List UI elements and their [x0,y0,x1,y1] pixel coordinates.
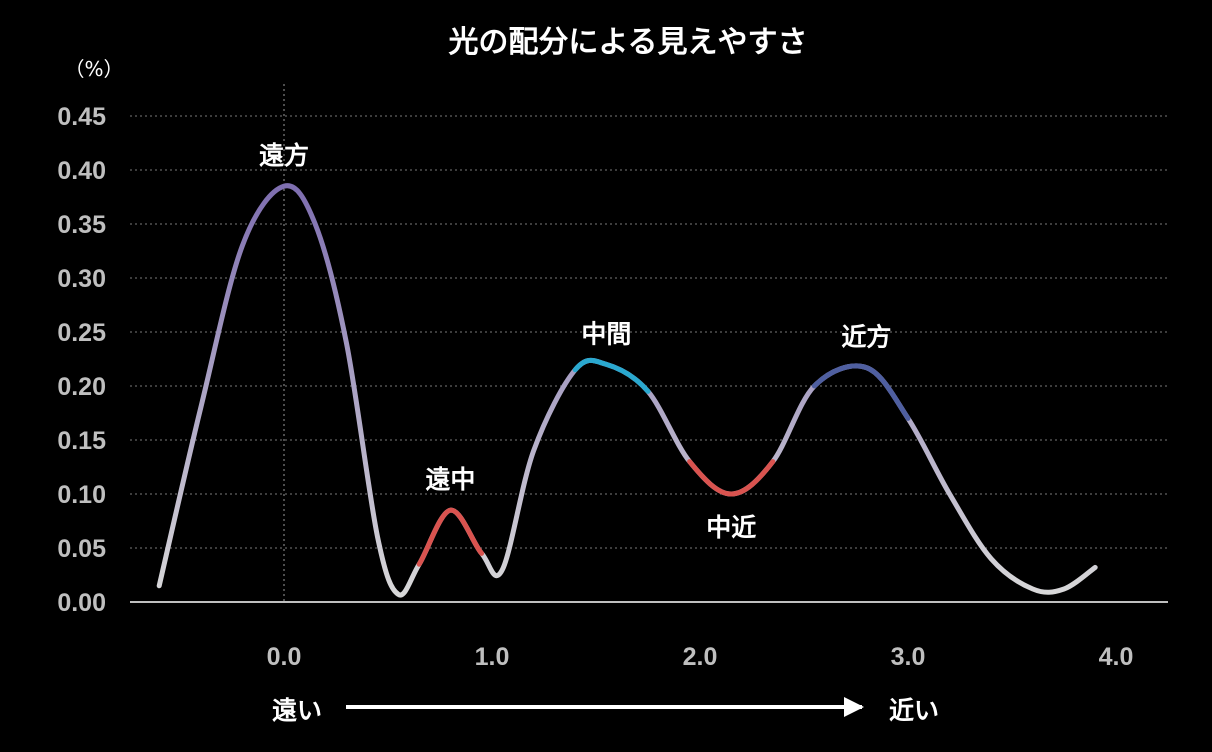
y-tick-label: 0.10 [57,481,106,509]
x-tick-labels: 0.0 1.0 2.0 3.0 4.0 [267,643,1134,671]
y-tick-label: 0.40 [57,157,106,185]
series-segment-far-mid [416,507,485,567]
x-tick-label: 1.0 [475,643,510,671]
annotation-label: 遠方 [259,141,309,170]
direction-label-near: 近い [889,696,939,725]
direction-label-far: 遠い [272,696,322,725]
series-line [156,183,1098,598]
y-tick-label: 0.45 [57,103,106,131]
series-segment-near [811,363,911,421]
y-tick-label: 0.05 [57,535,106,563]
series-segment-mid [572,357,651,394]
annotation-label: 中近 [706,513,756,542]
annotation-label: 中間 [581,319,631,348]
y-tick-label: 0.00 [57,589,106,617]
y-axis-unit: （%） [64,57,123,81]
gridlines [130,115,1168,603]
y-tick-label: 0.20 [57,373,106,401]
x-tick-label: 3.0 [891,643,926,671]
y-tick-label: 0.35 [57,211,106,239]
x-tick-label: 2.0 [683,643,718,671]
y-tick-labels: 0.00 0.05 0.10 0.15 0.20 0.25 0.30 0.35 0.40 0.45 [57,103,106,617]
chart-title: 光の配分による見えやすさ [448,25,807,60]
annotation-label: 遠中 [425,465,475,494]
series-segment-mid-near [687,459,776,497]
x-tick-label: 0.0 [267,643,302,671]
y-tick-label: 0.25 [57,319,106,347]
y-tick-label: 0.15 [57,427,106,455]
y-tick-label: 0.30 [57,265,106,293]
x-tick-label: 4.0 [1099,643,1134,671]
annotation-label: 近方 [841,323,891,352]
